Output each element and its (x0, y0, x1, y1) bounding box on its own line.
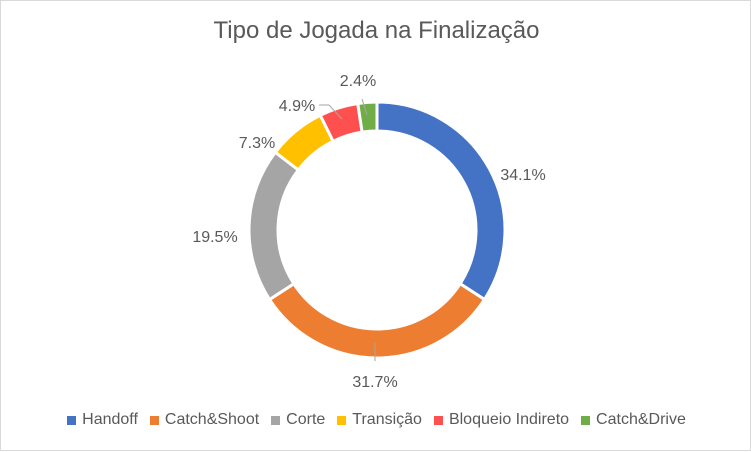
chart-title: Tipo de Jogada na Finalização (213, 17, 540, 44)
legend-label: Corte (286, 411, 326, 428)
legend-swatch (433, 415, 443, 425)
legend-label: Handoff (82, 411, 138, 428)
slice-catch-drive (356, 100, 379, 134)
legend-label: Bloqueio Indireto (448, 411, 570, 428)
slice-catch-shoot (267, 281, 487, 360)
leader-line (361, 98, 368, 116)
slice-handoff (375, 100, 507, 302)
legend-label: Transição (352, 411, 422, 428)
legend-label: Catch&Drive (596, 411, 686, 428)
data-label: 34.1% (500, 167, 545, 184)
legend-swatch (337, 415, 347, 425)
data-label: 19.5% (192, 229, 237, 246)
legend-item: Bloqueio Indireto (433, 411, 570, 429)
leader-line (319, 104, 343, 120)
legend-swatch (67, 415, 77, 425)
chart-legend: Handoff Catch&Shoot Corte Transição Bloqueio… (1, 411, 751, 429)
legend-item: Handoff (67, 411, 138, 429)
legend-swatch (581, 415, 591, 425)
legend-item: Transição (337, 411, 422, 429)
data-label: 2.4% (340, 73, 376, 90)
legend-swatch (271, 415, 281, 425)
data-label: 31.7% (352, 374, 397, 391)
legend-item: Catch&Drive (581, 411, 686, 429)
slice-corte (247, 150, 301, 302)
data-label: 4.9% (279, 98, 315, 115)
data-label: 7.3% (239, 135, 275, 152)
legend-label: Catch&Shoot (164, 411, 260, 428)
legend-swatch (149, 415, 159, 425)
legend-item: Corte (271, 411, 325, 429)
legend-item: Catch&Shoot (149, 411, 260, 429)
